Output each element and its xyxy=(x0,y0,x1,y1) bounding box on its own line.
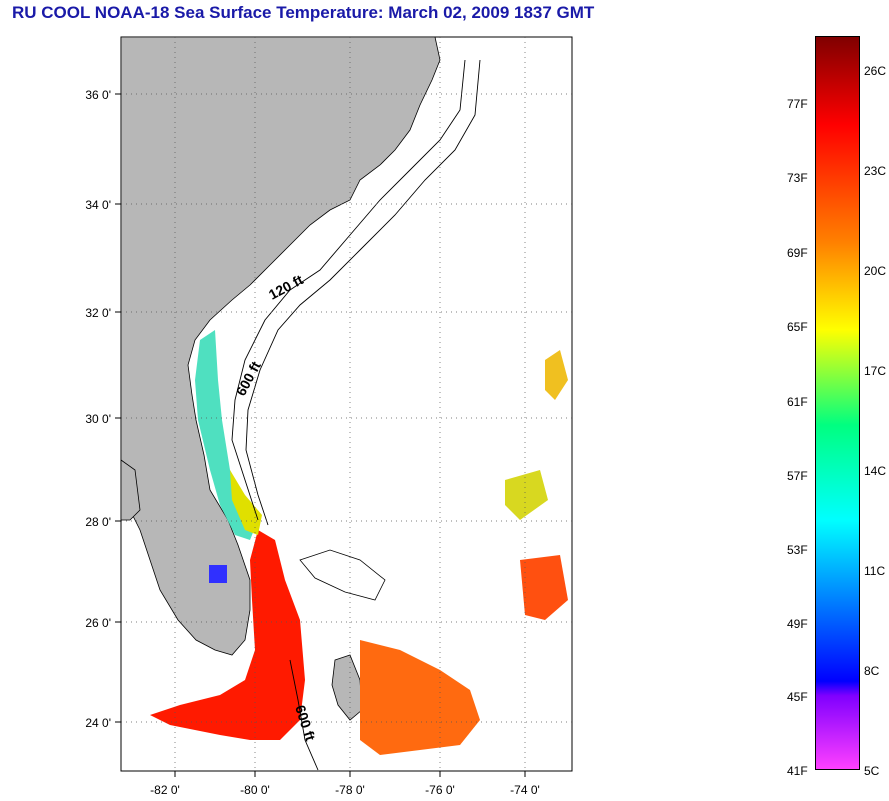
cb-c-23: 23C xyxy=(864,164,887,178)
grid-lines xyxy=(121,37,572,771)
lat-tick-24: 24 0' xyxy=(85,716,111,730)
lon-tick-78: -78 0' xyxy=(335,783,365,797)
map-title: RU COOL NOAA-18 Sea Surface Temperature:… xyxy=(12,3,595,22)
lat-tick-26: 26 0' xyxy=(85,616,111,630)
sst-patch-yellow xyxy=(230,470,262,535)
lat-tick-36: 36 0' xyxy=(85,88,111,102)
land-gulf-coast xyxy=(120,459,141,521)
sst-patch-gulf-stream xyxy=(150,530,305,740)
lat-tick-28: 28 0' xyxy=(85,515,111,529)
cb-c-8: 8C xyxy=(864,664,880,678)
grand-bahama xyxy=(299,549,386,601)
sst-patch-florida-coast xyxy=(195,330,258,540)
sst-patch-south xyxy=(360,640,480,755)
lon-tick-76: -76 0' xyxy=(425,783,455,797)
lat-tick-32: 32 0' xyxy=(85,306,111,320)
cb-f-77: 77F xyxy=(787,97,808,111)
cb-f-57: 57F xyxy=(787,469,808,483)
cb-f-41: 41F xyxy=(787,764,808,778)
cb-c-11: 11C xyxy=(864,564,886,578)
cb-c-14: 14C xyxy=(864,464,887,478)
cb-f-53: 53F xyxy=(787,543,808,557)
land-mass-east-coast xyxy=(120,36,441,656)
lat-tick-30: 30 0' xyxy=(85,412,111,426)
cb-c-26: 26C xyxy=(864,64,887,78)
contour-120ft xyxy=(231,59,466,521)
cb-c-17: 17C xyxy=(864,364,887,378)
contour-600ft xyxy=(245,59,481,526)
cb-f-49: 49F xyxy=(787,617,808,631)
contour-600ft-south xyxy=(289,659,319,771)
cb-f-73: 73F xyxy=(787,171,808,185)
sst-patch-east-yellow xyxy=(505,470,548,520)
cb-c-5: 5C xyxy=(864,764,880,778)
tick-marks xyxy=(115,93,526,777)
sst-patch-lake xyxy=(209,565,227,583)
cb-f-69: 69F xyxy=(787,246,808,260)
cb-f-45: 45F xyxy=(787,690,808,704)
lat-tick-34: 34 0' xyxy=(85,198,111,212)
andros-island xyxy=(331,654,363,721)
lon-tick-80: -80 0' xyxy=(240,783,270,797)
cb-c-20: 20C xyxy=(864,264,887,278)
cb-f-65: 65F xyxy=(787,320,808,334)
lon-tick-74: -74 0' xyxy=(510,783,540,797)
cb-f-61: 61F xyxy=(787,395,808,409)
sst-patch-east xyxy=(520,555,568,620)
sst-patch-ne xyxy=(545,350,568,400)
lon-tick-82: -82 0' xyxy=(150,783,180,797)
color-bar xyxy=(815,36,860,770)
